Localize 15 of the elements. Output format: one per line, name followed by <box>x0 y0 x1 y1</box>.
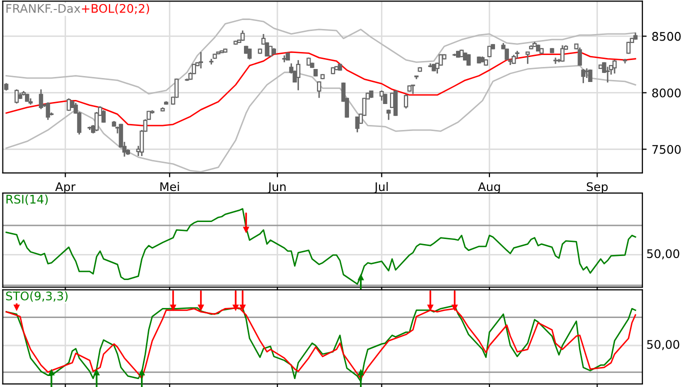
x-tick-label: Sep <box>586 182 608 194</box>
y-tick-label: 8500 <box>652 32 681 41</box>
y-tick-label: 7500 <box>652 144 681 154</box>
chart-title: STO(9,3,3) <box>6 291 68 302</box>
x-tick-label: Aug <box>478 182 500 194</box>
x-tick-label: Jul <box>374 182 388 194</box>
x-tick-label: Mei <box>160 182 179 192</box>
x-tick-label: Apr <box>55 182 76 194</box>
text: 50,00 <box>647 340 680 350</box>
chart-title: RSI(14) <box>6 194 48 206</box>
chart-subtitle: +BOL(20;2) <box>82 4 150 14</box>
text: 50,00 <box>647 249 680 260</box>
chart-title: FRANKF.-Dax <box>6 4 80 13</box>
y-tick-label: 8000 <box>652 88 681 98</box>
x-tick-label: Jun <box>268 182 286 194</box>
